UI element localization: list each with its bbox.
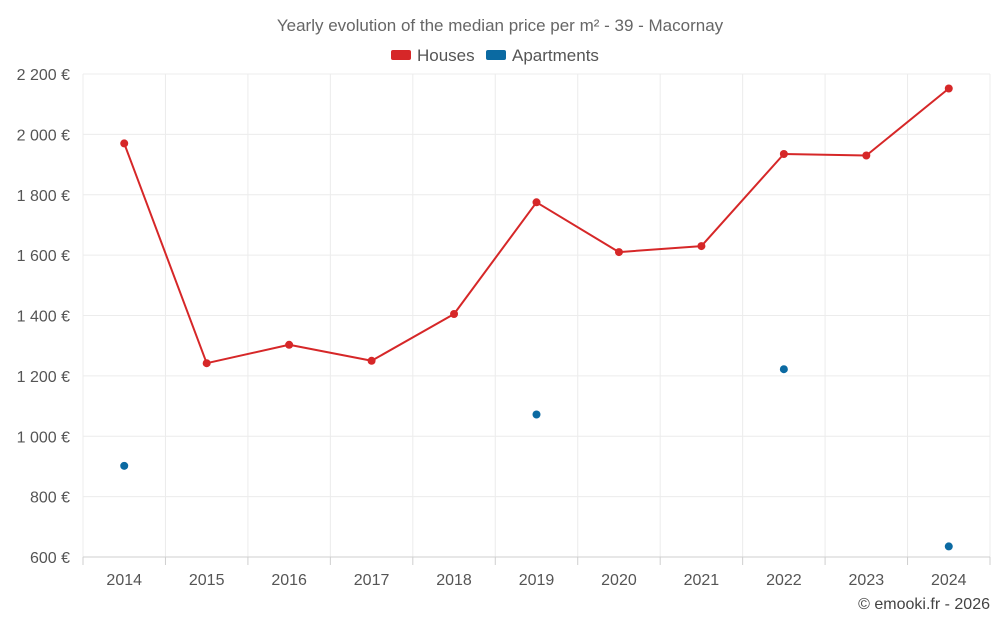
series <box>120 84 953 551</box>
x-tick-label: 2023 <box>849 572 885 589</box>
data-point-houses[interactable] <box>614 248 623 257</box>
data-point-apartments[interactable] <box>120 461 129 470</box>
x-tick-label: 2021 <box>684 572 720 589</box>
data-point-houses[interactable] <box>202 359 211 368</box>
x-tick-label: 2024 <box>931 572 967 589</box>
chart-title: Yearly evolution of the median price per… <box>277 16 724 35</box>
legend-swatch-apartments <box>486 50 506 60</box>
y-tick-label: 1 200 € <box>17 369 70 386</box>
legend-label-apartments: Apartments <box>512 46 599 65</box>
data-point-houses[interactable] <box>862 151 871 160</box>
data-point-houses[interactable] <box>367 356 376 365</box>
legend-item-houses[interactable]: Houses <box>391 46 475 65</box>
y-tick-label: 800 € <box>30 490 70 507</box>
data-point-houses[interactable] <box>779 149 788 158</box>
credit-text: © emooki.fr - 2026 <box>858 596 990 613</box>
y-tick-label: 2 000 € <box>17 127 70 144</box>
legend-swatch-houses <box>391 50 411 60</box>
y-tick-label: 1 000 € <box>17 429 70 446</box>
legend-item-apartments[interactable]: Apartments <box>486 46 599 65</box>
x-tick-label: 2017 <box>354 572 390 589</box>
y-tick-label: 2 200 € <box>17 67 70 84</box>
data-point-houses[interactable] <box>944 84 953 93</box>
y-tick-label: 1 600 € <box>17 248 70 265</box>
x-tick-label: 2014 <box>106 572 142 589</box>
x-tick-label: 2015 <box>189 572 225 589</box>
data-point-houses[interactable] <box>450 309 459 318</box>
data-point-apartments[interactable] <box>944 542 953 551</box>
data-point-houses[interactable] <box>532 198 541 207</box>
x-tick-label: 2018 <box>436 572 472 589</box>
axes: 600 € 800 € 1 000 € 1 200 € 1 400 € 1 600 € 1 … <box>17 67 991 589</box>
data-point-houses[interactable] <box>120 139 129 148</box>
x-tick-label: 2020 <box>601 572 637 589</box>
legend-label-houses: Houses <box>417 46 475 65</box>
x-tick-label: 2019 <box>519 572 555 589</box>
legend: Houses Apartments <box>391 46 599 65</box>
data-point-apartments[interactable] <box>779 365 788 374</box>
y-tick-label: 1 400 € <box>17 309 70 326</box>
x-tick-label: 2016 <box>271 572 307 589</box>
y-tick-label: 1 800 € <box>17 188 70 205</box>
y-tick-label: 600 € <box>30 550 70 567</box>
gridlines <box>82 73 991 558</box>
data-point-houses[interactable] <box>285 340 294 349</box>
data-point-apartments[interactable] <box>532 410 541 419</box>
data-point-houses[interactable] <box>697 242 706 251</box>
x-tick-label: 2022 <box>766 572 802 589</box>
